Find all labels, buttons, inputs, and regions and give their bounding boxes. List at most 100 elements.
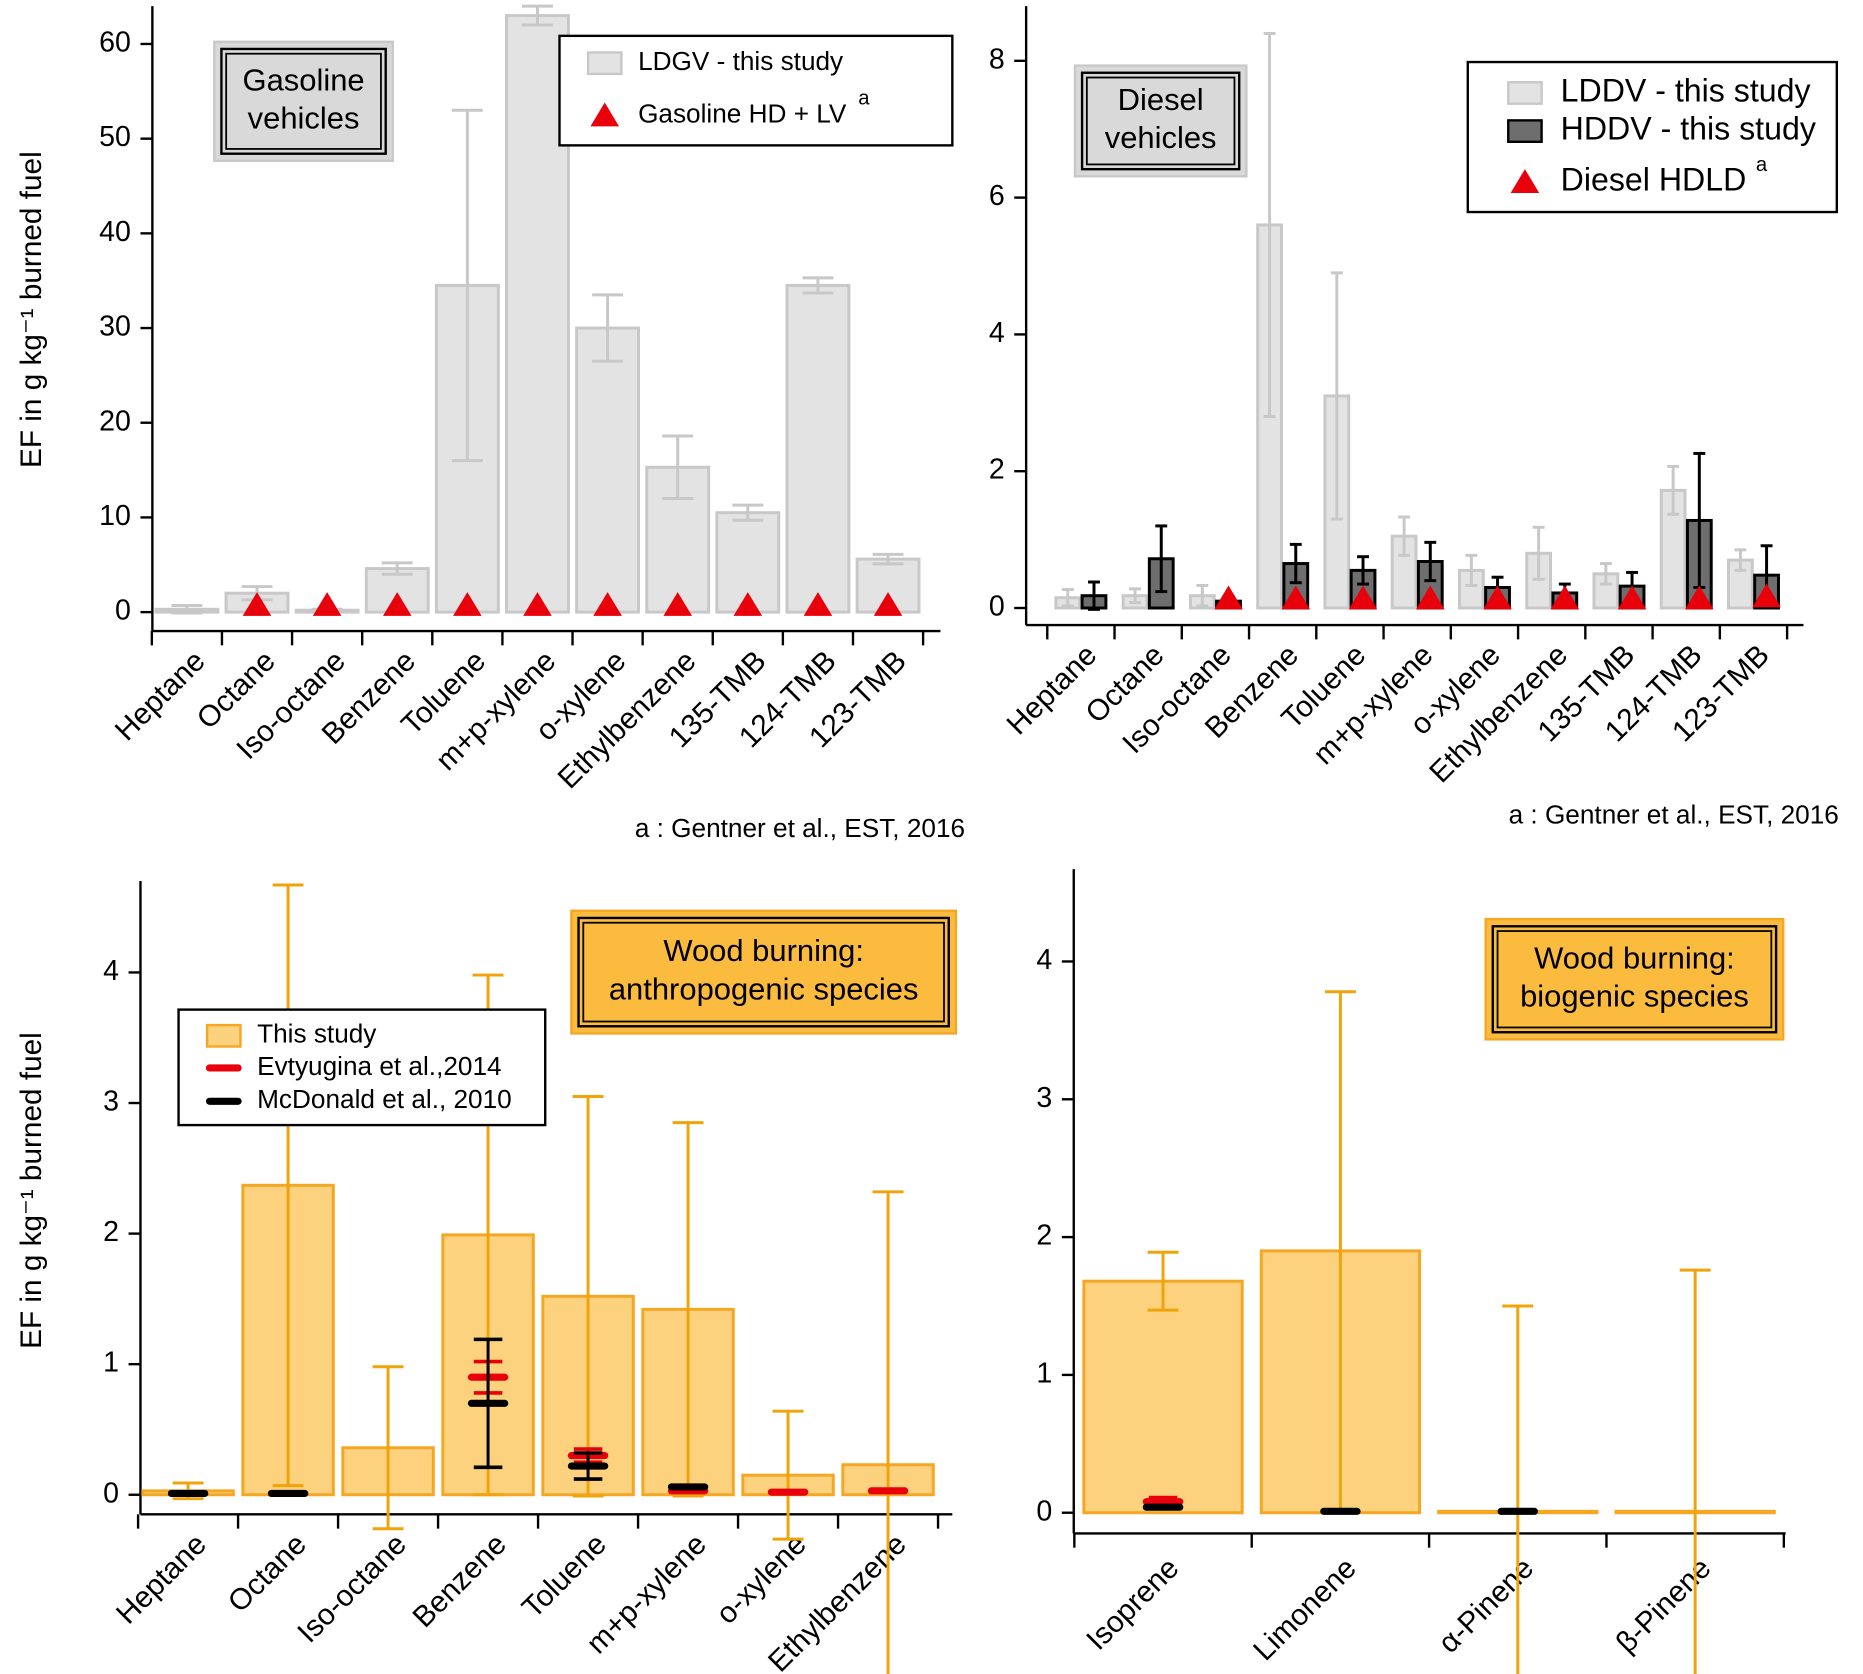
legend-label: Evtyugina et al.,2014 (257, 1051, 501, 1081)
legend-swatch (205, 1023, 242, 1048)
y-tick-label: 20 (99, 405, 131, 437)
y-tick-label: 2 (103, 1216, 119, 1248)
error-bar (672, 1121, 704, 1498)
error-bar (1424, 540, 1437, 583)
triangle-marker (1214, 585, 1243, 610)
triangle-marker (1685, 585, 1714, 610)
legend-label: LDDV - this study (1561, 72, 1811, 108)
error-bar (451, 108, 483, 463)
label-box-text: vehicles (1105, 120, 1217, 155)
error-bar (1263, 31, 1276, 418)
error-bar (272, 883, 304, 1488)
triangle-marker (1617, 585, 1647, 610)
note: a : Gentner et al., EST, 2016 (1509, 800, 1839, 830)
y-tick-label: 4 (989, 317, 1005, 349)
error-bar (381, 561, 413, 576)
legend-label: Gasoline HD + LV (638, 99, 847, 129)
label-box-text: Wood burning: (1534, 940, 1735, 975)
error-bar (872, 1190, 904, 1674)
error-bar (662, 434, 694, 500)
error-bar (171, 604, 203, 615)
y-tick-label: 6 (989, 180, 1005, 212)
error-bar (1061, 588, 1074, 608)
error-bar (1502, 1304, 1534, 1674)
x-tick-label: Octane (222, 1528, 313, 1619)
error-bar (372, 1365, 404, 1531)
error-bar (1679, 1268, 1711, 1674)
triangle-marker (1550, 585, 1580, 610)
x-tick-label: Heptane (109, 644, 212, 747)
label-box-frame (582, 921, 945, 1023)
triangle-marker (593, 592, 622, 616)
legend: LDGV - this study Gasoline HD + LV a (558, 34, 954, 147)
x-tick-label: Heptane (1000, 638, 1103, 741)
x-tick-label: β-Pinene (1610, 1552, 1718, 1660)
error-bar (1599, 562, 1612, 586)
label-box (570, 909, 958, 1035)
y-tick-label: 1 (103, 1347, 119, 1379)
legend-superscript: a (1756, 154, 1768, 176)
error-bar (732, 503, 764, 522)
error-bar (1088, 580, 1100, 611)
y-tick-label: 60 (99, 27, 131, 59)
bar (1082, 1279, 1244, 1515)
error-bar (1357, 555, 1369, 586)
bar (575, 326, 641, 614)
chart: 0 1 2 3 4 Isoprene Limonene α-Pinene β-Pinene Woo… (1036, 869, 1786, 1674)
legend-superscript: a (858, 87, 870, 109)
triangle-marker (1483, 585, 1512, 610)
x-tick-label: Benzene (406, 1528, 512, 1634)
label-box-frame (225, 52, 382, 150)
legend-label: McDonald et al., 2010 (257, 1084, 512, 1114)
label-box-text: Gasoline (243, 62, 365, 97)
legend-label: LDGV - this study (638, 46, 844, 76)
triangle-marker (523, 592, 552, 616)
triangle-marker (1281, 585, 1311, 610)
y-tick-label: 50 (99, 121, 131, 153)
label-box-frame (1080, 71, 1241, 171)
legend-swatch (586, 51, 623, 76)
legend-swatch (1507, 81, 1543, 105)
error-bar (1398, 515, 1411, 557)
error-bar (1667, 464, 1680, 516)
y-tick-label: 0 (989, 591, 1005, 623)
error-bar (1147, 1250, 1179, 1312)
error-bar (772, 1409, 804, 1541)
label-box (1073, 64, 1248, 178)
y-tick-label: 1 (1036, 1357, 1052, 1389)
y-tick-label: 4 (103, 955, 119, 987)
error-bar (592, 293, 624, 363)
legend-label: This study (257, 1019, 377, 1049)
label-box-text: vehicles (248, 101, 360, 136)
y-tick-label: 30 (99, 311, 131, 343)
label-box-frame (1491, 925, 1778, 1034)
triangle-marker (873, 592, 903, 616)
x-tick-label: Toluene (516, 1528, 613, 1625)
error-bar (1196, 583, 1209, 608)
triangle-marker (382, 592, 412, 616)
legend-frame (558, 34, 954, 147)
label-box (213, 40, 395, 163)
y-tick-label: 2 (989, 454, 1005, 486)
error-bar (1289, 542, 1302, 585)
bar (785, 283, 851, 614)
error-bar (1465, 553, 1478, 587)
triangle-marker (733, 592, 763, 616)
legend-swatch (1507, 119, 1543, 143)
legend-swatch (590, 102, 620, 127)
label-box-frame (1496, 930, 1773, 1029)
label-box-text: Diesel (1118, 82, 1204, 117)
bar (505, 14, 570, 614)
label-box-frame (220, 47, 387, 155)
y-tick-label: 3 (103, 1086, 119, 1118)
label-box-frame (1085, 76, 1236, 166)
chart: 0102030405060HeptaneOctaneIso-octaneBenz… (15, 4, 965, 843)
label-box-text: Wood burning: (663, 933, 864, 968)
triangle-marker (803, 592, 833, 616)
y-axis-label: EF in g kg⁻¹ burned fuel (15, 1032, 48, 1349)
legend-label: Diesel HDLD (1561, 162, 1747, 198)
